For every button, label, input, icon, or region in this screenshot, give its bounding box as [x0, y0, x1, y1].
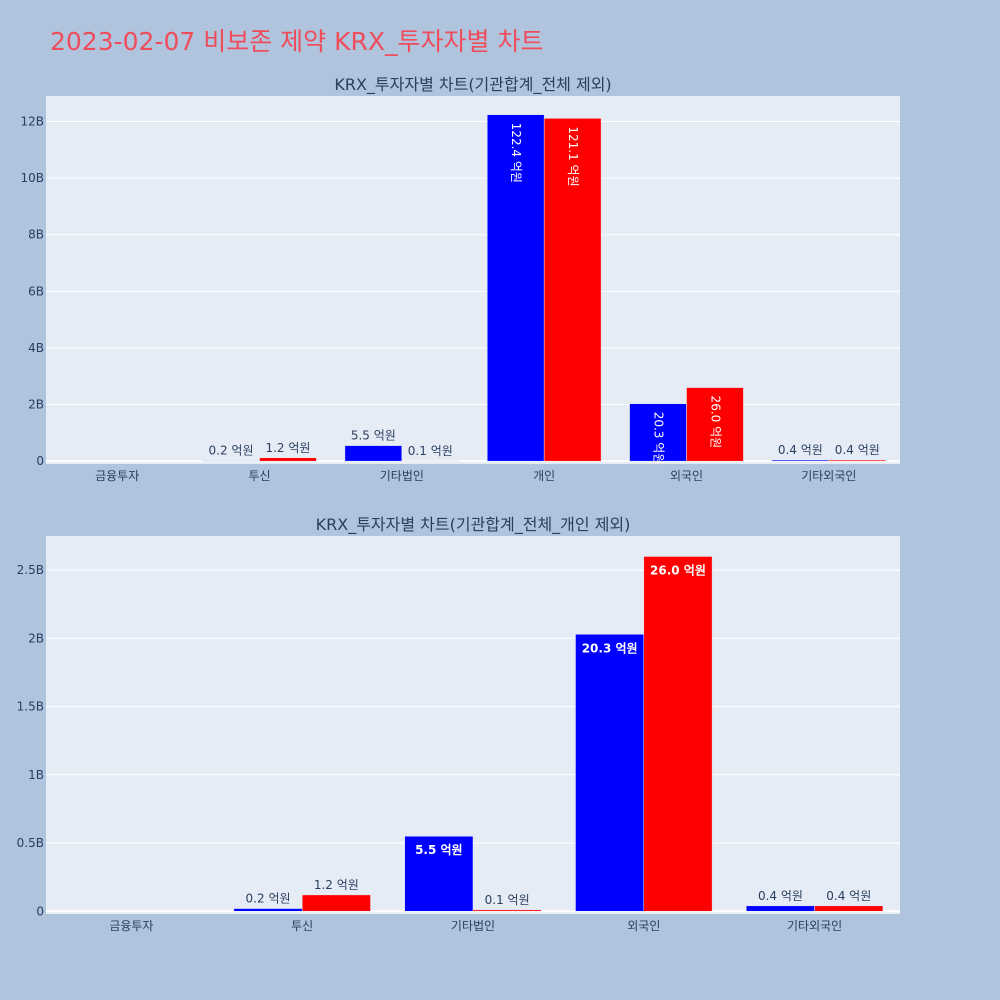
- chart-title: KRX_투자자별 차트(기관합계_전체 제외): [334, 75, 611, 95]
- bar-data-label: 0.4 억원: [826, 889, 871, 903]
- x-tick-label: 금융투자: [95, 469, 139, 483]
- bar-data-label: 26.0 억원: [650, 563, 706, 577]
- y-tick-label: 1.5B: [17, 700, 44, 714]
- x-tick-label: 개인: [533, 469, 555, 483]
- x-tick-label: 기타외국인: [801, 469, 856, 483]
- bar-series-1: [202, 460, 260, 462]
- y-tick-label: 0.5B: [17, 836, 44, 850]
- bar-series-1: [233, 908, 303, 912]
- chart-title: KRX_투자자별 차트(기관합계_전체_개인 제외): [316, 515, 631, 535]
- bar-series-2: [643, 556, 713, 912]
- bar-series-2: [259, 457, 317, 462]
- x-tick-label: 외국인: [627, 919, 660, 933]
- bar-series-2: [472, 909, 542, 912]
- bar-data-label: 1.2 억원: [314, 878, 359, 892]
- bar-series-1: [746, 905, 815, 912]
- bar-data-label: 122.4 억원: [509, 123, 523, 183]
- x-tick-label: 금융투자: [109, 919, 153, 933]
- bar-series-2: [828, 459, 887, 462]
- bar-data-label: 0.2 억원: [209, 444, 254, 458]
- page-title: 2023-02-07 비보존 제약 KRX_투자자별 차트: [50, 27, 544, 56]
- bar-series-1: [486, 114, 545, 462]
- y-tick-label: 12B: [20, 114, 44, 128]
- bar-series-2: [686, 387, 744, 462]
- x-tick-label: 기타법인: [380, 469, 424, 483]
- bar-data-label: 20.3 억원: [652, 412, 666, 465]
- y-tick-label: 0: [36, 904, 44, 918]
- bar-series-1: [404, 835, 474, 912]
- bar-series-1: [344, 445, 403, 462]
- x-tick-label: 투신: [291, 919, 313, 933]
- y-tick-label: 8B: [28, 228, 44, 242]
- y-tick-label: 2B: [28, 398, 44, 412]
- x-tick-label: 기타법인: [451, 919, 495, 933]
- bar-data-label: 0.4 억원: [778, 443, 823, 457]
- bar-data-label: 0.1 억원: [485, 893, 530, 907]
- x-tick-label: 외국인: [670, 469, 703, 483]
- bar-data-label: 0.4 억원: [758, 889, 803, 903]
- y-tick-label: 1B: [28, 768, 44, 782]
- y-tick-label: 6B: [28, 284, 44, 298]
- bar-series-1: [629, 403, 687, 462]
- bar-series-1: [771, 459, 830, 462]
- bar-data-label: 20.3 억원: [582, 641, 638, 655]
- bar-data-label: 5.5 억원: [351, 429, 396, 443]
- bar-series-2: [814, 905, 884, 912]
- bar-data-label: 121.1 억원: [566, 126, 580, 186]
- y-tick-label: 2B: [28, 631, 44, 645]
- plot-area: [46, 96, 900, 464]
- bar-series-1: [575, 634, 645, 912]
- y-tick-label: 10B: [20, 171, 44, 185]
- bar-series-2: [301, 894, 371, 912]
- y-tick-label: 0: [36, 454, 44, 468]
- bar-data-label: 26.0 억원: [708, 396, 722, 449]
- bar-data-label: 5.5 억원: [415, 843, 463, 857]
- investor-chart-excl-individual: 0 0.5B 1B 1.5B 2B 2.5B KRX_투자자별 차트(기관합계_전체_개인 …: [17, 515, 900, 933]
- bar-data-label: 0.1 억원: [408, 444, 453, 458]
- x-tick-label: 투신: [248, 469, 270, 483]
- x-tick-label: 기타외국인: [787, 919, 842, 933]
- y-tick-label: 4B: [28, 341, 44, 355]
- bar-series-2: [543, 118, 602, 462]
- bar-data-label: 1.2 억원: [265, 441, 310, 455]
- y-tick-label: 2.5B: [17, 563, 44, 577]
- investor-chart-all: 0 2B 4B 6B 8B 10B 12B KRX_투자자별 차트(기관합계_전체 제외) 금융…: [20, 75, 900, 483]
- bar-data-label: 0.2 억원: [246, 892, 291, 906]
- bar-data-label: 0.4 억원: [835, 443, 880, 457]
